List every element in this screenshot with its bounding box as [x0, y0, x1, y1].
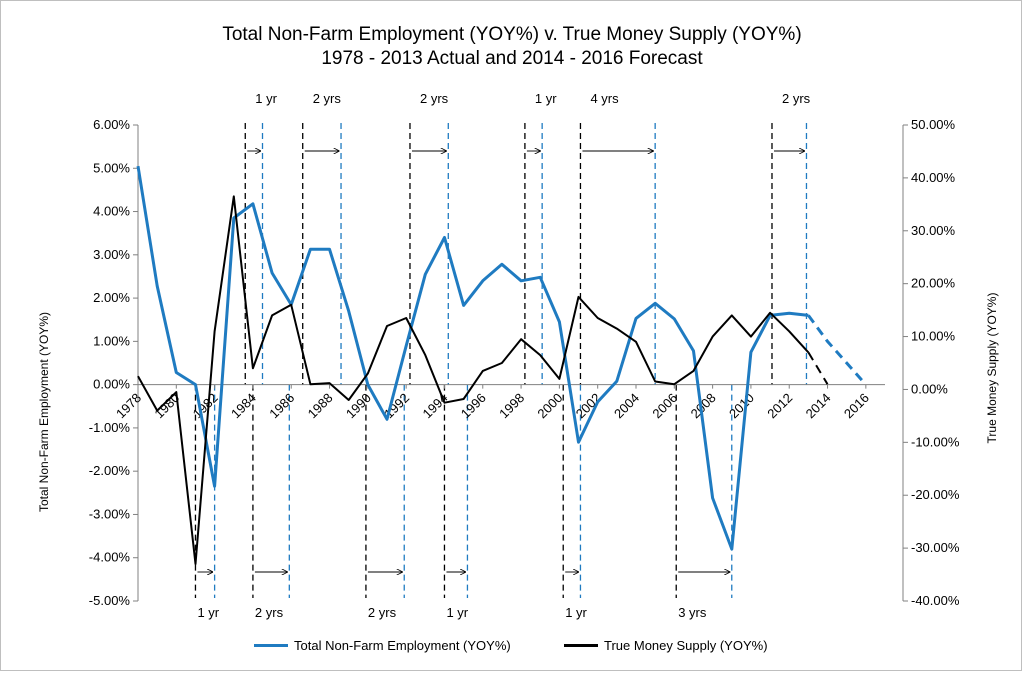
y-tick-label: 3.00% — [93, 247, 130, 262]
x-tick-label: 2010 — [726, 390, 757, 421]
y2-axis-label: True Money Supply (YOY%) — [985, 293, 999, 444]
y-tick-label: -3.00% — [89, 506, 131, 521]
money-supply-line — [137, 195, 810, 565]
y2-tick-label: -20.00% — [911, 487, 960, 502]
y-tick-label: 1.00% — [93, 333, 130, 348]
x-tick-label: 1986 — [266, 390, 297, 421]
y2-tick-label: -30.00% — [911, 540, 960, 555]
x-tick-label: 2000 — [534, 390, 565, 421]
legend-swatch-employment — [254, 644, 288, 647]
y-tick-label: 6.00% — [93, 117, 130, 132]
employment-forecast-line — [807, 314, 867, 386]
lag-label: 1 yr — [565, 605, 587, 620]
lag-label: 4 yrs — [590, 91, 619, 106]
x-tick-label: 1996 — [458, 390, 489, 421]
legend-item-money-supply: True Money Supply (YOY%) — [564, 638, 768, 653]
employment-line — [136, 165, 809, 551]
y-tick-label: -4.00% — [89, 550, 131, 565]
x-tick-label: 2004 — [611, 390, 642, 421]
x-tick-label: 2016 — [841, 390, 872, 421]
x-tick-label: 2012 — [764, 390, 795, 421]
x-tick-label: 1982 — [190, 390, 221, 421]
y-axis-label: Total Non-Farm Employment (YOY%) — [37, 312, 51, 512]
y2-tick-label: -10.00% — [911, 434, 960, 449]
lag-label: 1 yr — [535, 91, 557, 106]
y-tick-label: 0.00% — [93, 377, 130, 392]
x-tick-label: 1988 — [305, 390, 336, 421]
x-tick-label: 1990 — [343, 390, 374, 421]
y2-tick-label: 20.00% — [911, 276, 956, 291]
lag-label: 1 yr — [446, 605, 468, 620]
y-tick-label: 5.00% — [93, 160, 130, 175]
y-tick-label: -2.00% — [89, 463, 131, 478]
legend-swatch-money-supply — [564, 644, 598, 647]
money-supply-forecast-line — [807, 351, 829, 385]
x-tick-label: 2002 — [573, 390, 604, 421]
y-tick-label: -1.00% — [89, 420, 131, 435]
axes: 6.00% 5.00% 4.00% 3.00% 2.00% 1.00% 0.00% -1.00… — [89, 117, 960, 608]
x-tick-label: 1984 — [228, 390, 259, 421]
legend-label-employment: Total Non-Farm Employment (YOY%) — [294, 638, 511, 653]
lag-label: 2 yrs — [313, 91, 342, 106]
chart-subtitle: 1978 - 2013 Actual and 2014 - 2016 Forec… — [321, 48, 703, 69]
lag-label: 1 yr — [197, 605, 219, 620]
y-tick-label: 2.00% — [93, 290, 130, 305]
x-tick-label: 1978 — [113, 390, 144, 421]
lag-annotations: 1 yr 2 yrs 2 yrs 1 yr 4 yrs 2 yrs 1 yr 2 yrs 2 y… — [194, 91, 811, 620]
lag-label: 2 yrs — [255, 605, 284, 620]
lag-label: 1 yr — [255, 91, 277, 106]
lag-label: 2 yrs — [420, 91, 449, 106]
series — [136, 165, 867, 565]
legend-label-money-supply: True Money Supply (YOY%) — [604, 638, 768, 653]
y2-tick-label: 50.00% — [911, 117, 956, 132]
y2-tick-label: 0.00% — [911, 381, 948, 396]
lag-label: 3 yrs — [678, 605, 707, 620]
lag-label: 2 yrs — [782, 91, 811, 106]
legend-item-employment: Total Non-Farm Employment (YOY%) — [254, 638, 511, 653]
y2-tick-label: -40.00% — [911, 593, 960, 608]
y-tick-label: 4.00% — [93, 204, 130, 219]
y2-tick-label: 10.00% — [911, 329, 956, 344]
x-tick-label: 2014 — [803, 390, 834, 421]
y-tick-label: -5.00% — [89, 593, 131, 608]
chart-title: Total Non-Farm Employment (YOY%) v. True… — [222, 24, 802, 45]
x-tick-label: 1994 — [420, 390, 451, 421]
x-tick-label: 1998 — [496, 390, 527, 421]
lag-label: 2 yrs — [368, 605, 397, 620]
y2-tick-label: 30.00% — [911, 223, 956, 238]
y2-tick-label: 40.00% — [911, 170, 956, 185]
